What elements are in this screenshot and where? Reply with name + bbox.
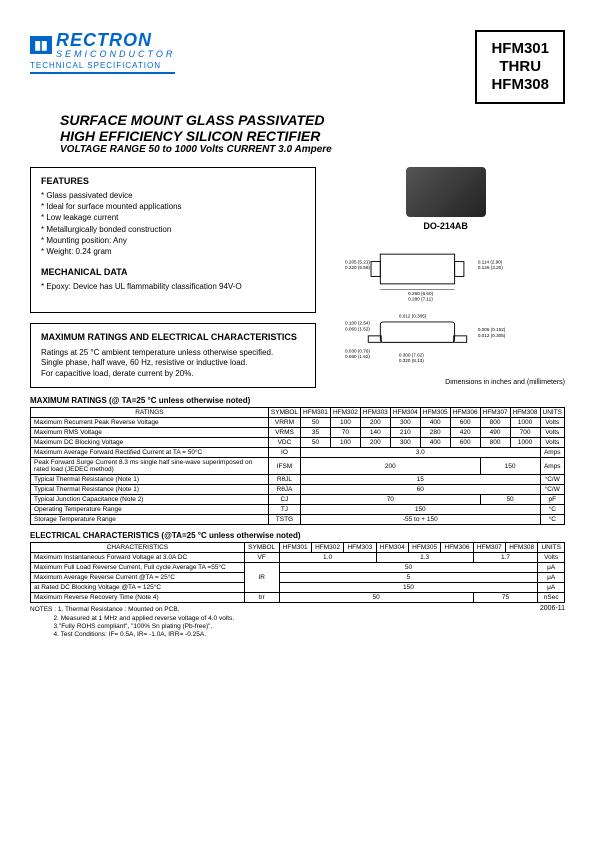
table-row: Maximum Average Forward Rectified Curren… [31, 448, 565, 458]
table-header: HFM305 [408, 543, 440, 553]
logo-brand: RECTRON [56, 30, 175, 51]
ratings-note-l3: For capacitive load, derate current by 2… [41, 369, 305, 379]
feature-item: * Mounting position: Any [41, 235, 305, 246]
dimension-drawing: 0.260 (6.60) 0.280 (7.11) 0.114 (2.90) 0… [326, 239, 565, 377]
table-header: SYMBOL [268, 408, 300, 418]
table-header: HFM306 [450, 408, 480, 418]
svg-text:0.300 (7.62): 0.300 (7.62) [399, 352, 424, 357]
table-row: Maximum RMS VoltageVRMS35701402102804204… [31, 428, 565, 438]
dimension-caption: Dimensions in inches and (millimeters) [326, 379, 565, 386]
table-header: HFM302 [330, 408, 360, 418]
table-header: SYMBOL [244, 543, 279, 553]
table-header: HFM307 [473, 543, 505, 553]
title-line1: SURFACE MOUNT GLASS PASSIVATED [60, 112, 565, 128]
svg-text:0.220 (5.59): 0.220 (5.59) [345, 265, 370, 270]
electrical-table: CHARACTERISTICSSYMBOLHFM301HFM302HFM303H… [30, 542, 565, 603]
svg-text:0.114 (2.90): 0.114 (2.90) [478, 259, 503, 264]
mech-item: * Epoxy: Device has UL flammability clas… [41, 281, 305, 292]
svg-text:0.060 (1.52): 0.060 (1.52) [345, 354, 370, 359]
logo-block: ▮▮ RECTRON SEMICONDUCTOR TECHNICAL SPECI… [30, 30, 175, 74]
table-header: HFM303 [360, 408, 390, 418]
table-row: Typical Junction Capacitance (Note 2)CJ7… [31, 495, 565, 505]
package-label: DO-214AB [326, 221, 565, 231]
ratings-note-l2: Single phase, half wave, 60 Hz, resistiv… [41, 358, 305, 368]
table-header: HFM306 [441, 543, 473, 553]
feature-item: * Ideal for surface mounted applications [41, 201, 305, 212]
table-header: HFM304 [376, 543, 408, 553]
logo-icon: ▮▮ [30, 36, 52, 54]
table-row: Maximum Average Reverse Current @TA = 25… [31, 573, 565, 583]
feature-item: * Metallurgically bonded construction [41, 224, 305, 235]
table-row: Operating Temperature RangeTJ150°C [31, 505, 565, 515]
table-header: HFM301 [279, 543, 311, 553]
feature-item: * Weight: 0.24 gram [41, 246, 305, 257]
table-row: Maximum Recurrent Peak Reverse VoltageVR… [31, 418, 565, 428]
table-header: HFM304 [390, 408, 420, 418]
elec-title: ELECTRICAL CHARACTERISTICS (@TA=25 °C un… [30, 531, 565, 540]
table-row: Typical Thermal Resistance (Note 1)RθJA6… [31, 485, 565, 495]
svg-text:0.260 (6.60): 0.260 (6.60) [409, 291, 434, 296]
table-header: CHARACTERISTICS [31, 543, 245, 553]
svg-text:0.100 (2.54): 0.100 (2.54) [345, 321, 370, 326]
date: 2006-11 [540, 605, 565, 640]
svg-text:0.012 (0.305): 0.012 (0.305) [399, 313, 427, 318]
table-header: UNITS [538, 543, 565, 553]
part-l3: HFM308 [491, 76, 549, 94]
package-image [406, 167, 486, 217]
table-header: HFM302 [311, 543, 343, 553]
svg-text:0.320 (8.13): 0.320 (8.13) [399, 358, 424, 363]
svg-text:0.006 (0.152): 0.006 (0.152) [478, 327, 506, 332]
title-line2: HIGH EFFICIENCY SILICON RECTIFIER [60, 128, 565, 144]
table-header: HFM308 [510, 408, 540, 418]
tech-spec-label: TECHNICAL SPECIFICATION [30, 61, 175, 74]
feature-item: * Glass passivated device [41, 190, 305, 201]
notes: NOTES : 1. Thermal Resistance : Mounted … [30, 606, 234, 640]
table-header: RATINGS [31, 408, 269, 418]
features-heading: FEATURES [41, 176, 305, 186]
ratings-heading: MAXIMUM RATINGS AND ELECTRICAL CHARACTER… [41, 332, 305, 344]
ratings-note-box: MAXIMUM RATINGS AND ELECTRICAL CHARACTER… [30, 323, 316, 388]
svg-text:0.030 (0.76): 0.030 (0.76) [345, 349, 370, 354]
part-l1: HFM301 [491, 40, 549, 58]
max-ratings-title: MAXIMUM RATINGS (@ TA=25 °C unless other… [30, 396, 565, 405]
table-header: HFM308 [506, 543, 538, 553]
svg-text:0.280 (7.11): 0.280 (7.11) [409, 297, 434, 302]
table-header: HFM307 [480, 408, 510, 418]
svg-text:0.126 (3.20): 0.126 (3.20) [478, 265, 503, 270]
features-box: FEATURES * Glass passivated device * Ide… [30, 167, 316, 313]
table-header: UNITS [540, 408, 565, 418]
table-row: Typical Thermal Resistance (Note 1)RθJL1… [31, 475, 565, 485]
table-header: HFM303 [344, 543, 376, 553]
mech-heading: MECHANICAL DATA [41, 267, 305, 277]
svg-text:0.012 (0.305): 0.012 (0.305) [478, 333, 506, 338]
svg-text:0.205 (5.21): 0.205 (5.21) [345, 259, 370, 264]
table-row: at Rated DC Blocking Voltage @TA = 125°C… [31, 583, 565, 593]
table-row: Storage Temperature RangeTSTG-55 to + 15… [31, 515, 565, 525]
part-l2: THRU [491, 58, 549, 76]
feature-list: * Glass passivated device * Ideal for su… [41, 190, 305, 257]
part-number-box: HFM301 THRU HFM308 [475, 30, 565, 104]
logo-sub: SEMICONDUCTOR [56, 49, 175, 59]
table-header: HFM305 [420, 408, 450, 418]
table-row: Maximum Full Load Reverse Current, Full … [31, 563, 565, 573]
header: ▮▮ RECTRON SEMICONDUCTOR TECHNICAL SPECI… [30, 30, 565, 104]
table-header: HFM301 [301, 408, 331, 418]
table-row: Peak Forward Surge Current 8.3 ms single… [31, 458, 565, 475]
feature-item: * Low leakage current [41, 212, 305, 223]
ratings-note-l1: Ratings at 25 °C ambient temperature unl… [41, 348, 305, 358]
table-row: Maximum Reverse Recovery Time (Note 4)tr… [31, 593, 565, 603]
title-line3: VOLTAGE RANGE 50 to 1000 Volts CURRENT 3… [60, 144, 565, 155]
max-ratings-table: RATINGSSYMBOLHFM301HFM302HFM303HFM304HFM… [30, 407, 565, 525]
svg-text:0.060 (1.52): 0.060 (1.52) [345, 326, 370, 331]
table-row: Maximum Instantaneous Forward Voltage at… [31, 553, 565, 563]
table-row: Maximum DC Blocking VoltageVDC5010020030… [31, 438, 565, 448]
